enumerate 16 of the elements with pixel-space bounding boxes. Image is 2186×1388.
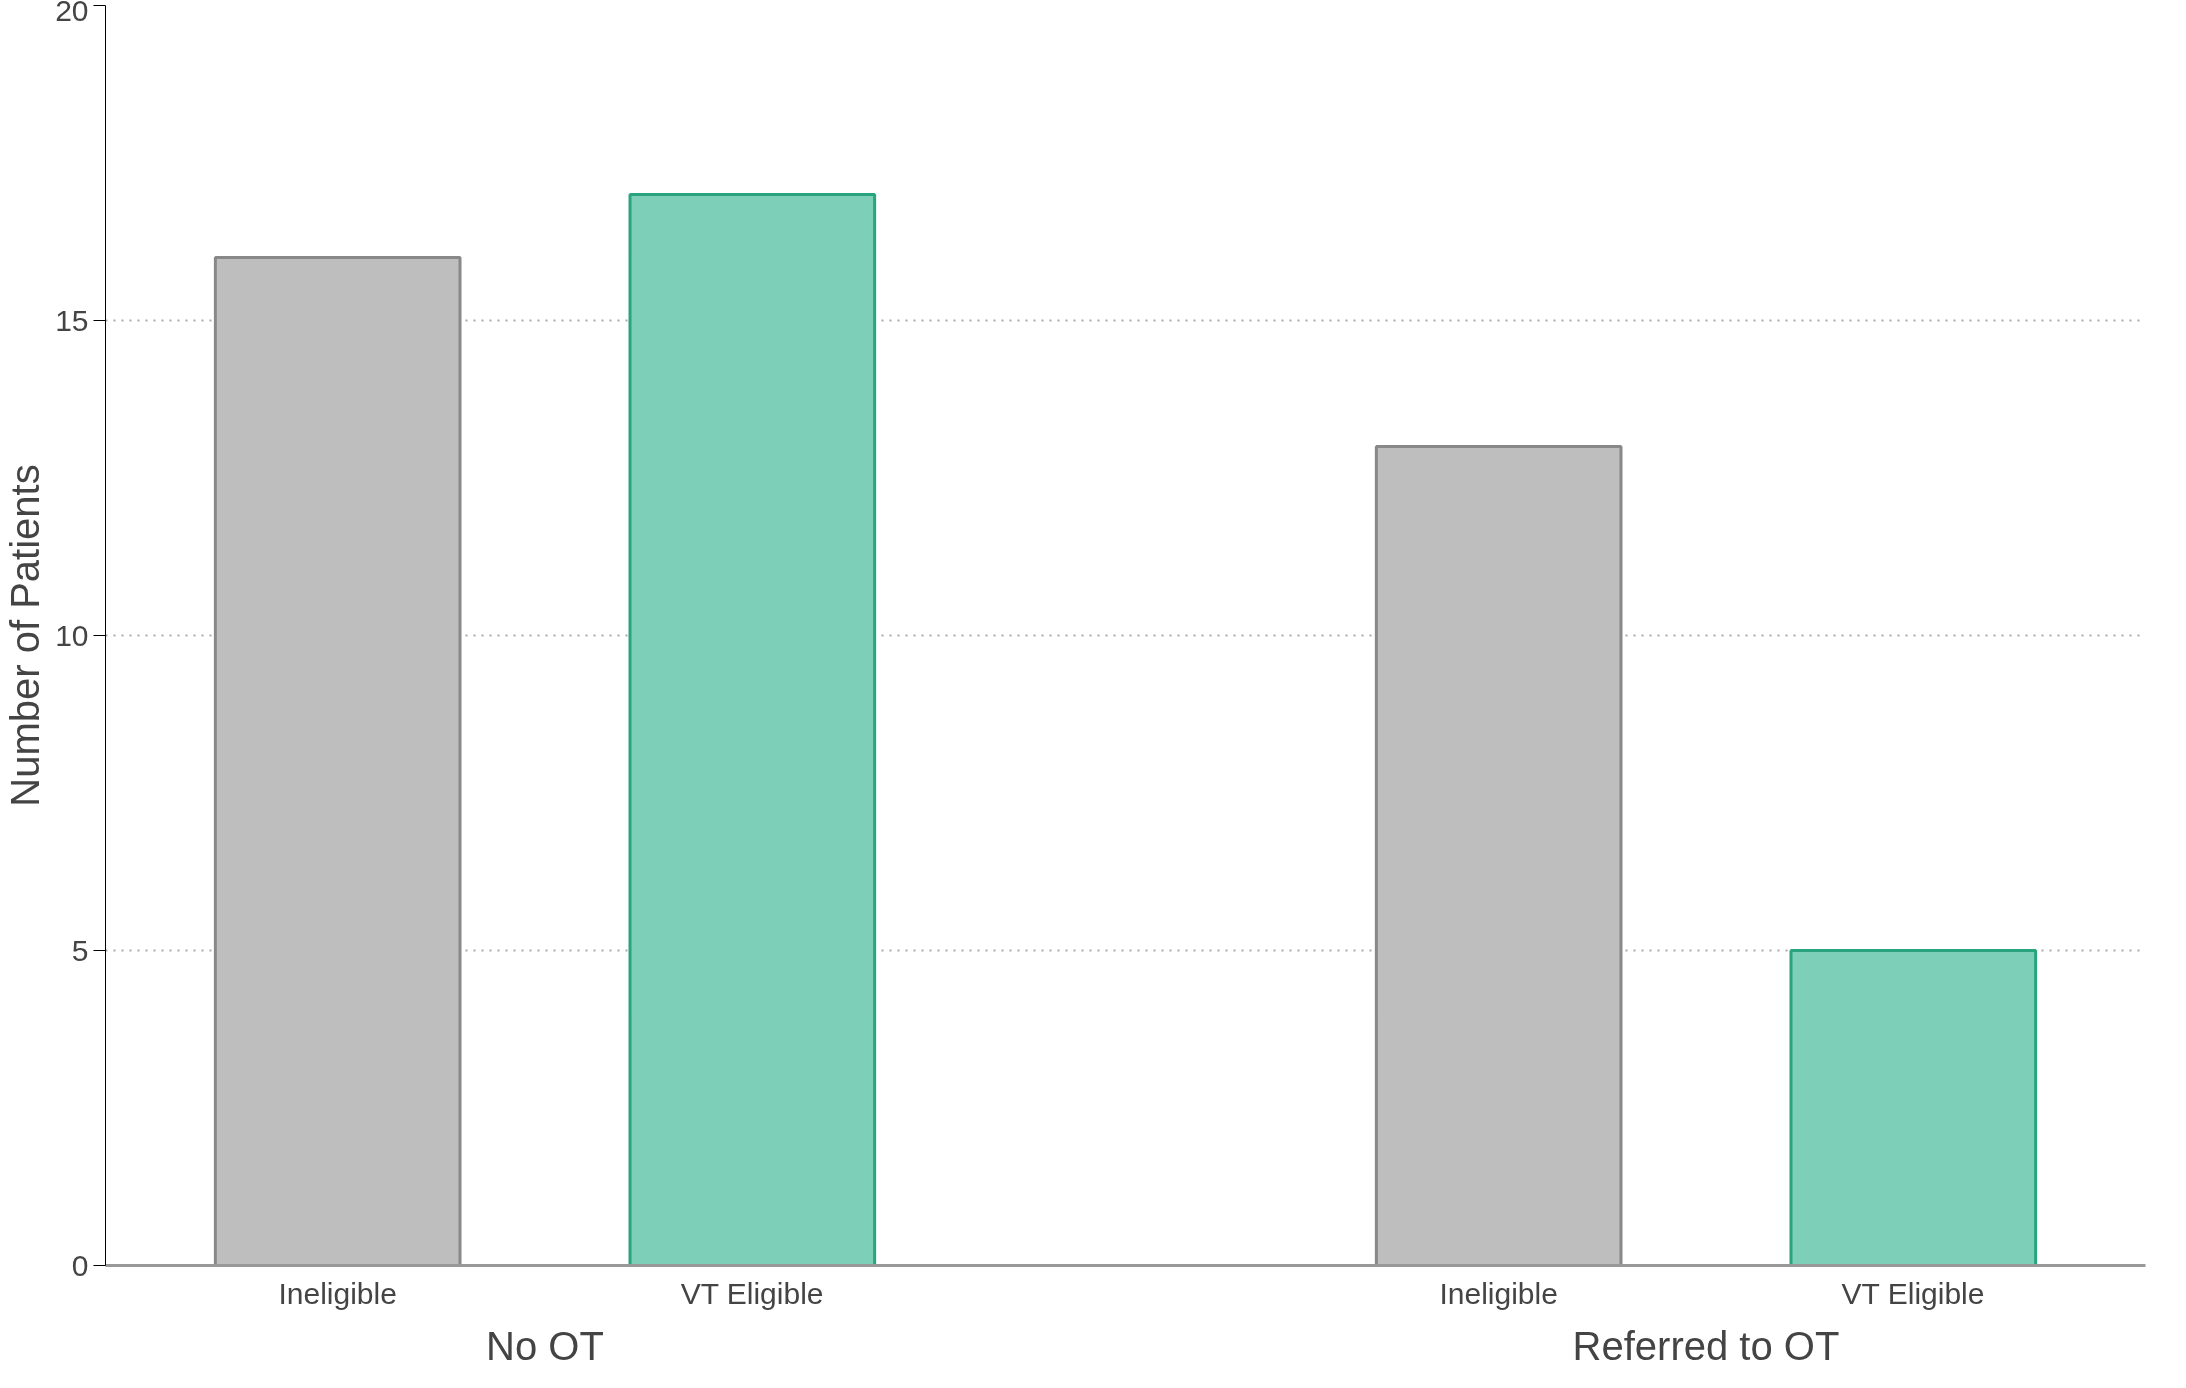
y-tick-label: 0 <box>71 1248 89 1282</box>
x-tick-label: No OT <box>486 1323 604 1368</box>
bar <box>1789 949 2038 1266</box>
bar <box>628 193 877 1266</box>
y-axis-title: Number of Patients <box>3 464 48 807</box>
y-tick-label: 5 <box>71 933 89 967</box>
y-tick-label: 15 <box>55 303 89 337</box>
series-label: VT Eligible <box>680 1276 824 1310</box>
y-tick-label: 10 <box>55 618 89 652</box>
x-tick-label: Referred to OT <box>1572 1323 1840 1368</box>
y-tick-label: 20 <box>55 0 89 27</box>
series-label: Ineligible <box>278 1276 397 1310</box>
text: VT Eligible <box>1841 1276 1985 1310</box>
bar <box>213 256 462 1266</box>
bar <box>1374 445 1623 1266</box>
text: Ineligible <box>1439 1276 1558 1310</box>
